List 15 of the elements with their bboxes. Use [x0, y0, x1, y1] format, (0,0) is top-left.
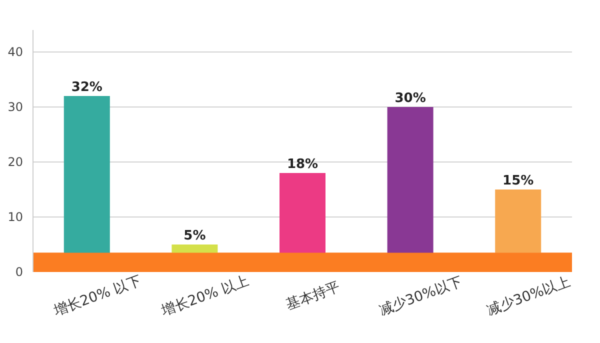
y-tick-label: 0 [15, 265, 23, 279]
x-tick-label: 减少30%以下 [377, 274, 465, 319]
data-label: 30% [394, 91, 426, 106]
x-tick-label: 增长20% 以上 [158, 273, 252, 320]
y-tick-label: 20 [8, 155, 23, 169]
data-label: 32% [71, 80, 102, 95]
x-tick-label: 增长20% 以下 [50, 273, 144, 320]
y-tick-label: 30 [8, 100, 23, 114]
data-label: 15% [502, 174, 534, 188]
x-tick-label: 基本持平 [284, 279, 342, 314]
y-tick-label: 10 [8, 210, 23, 224]
y-tick-label: 40 [8, 45, 23, 59]
data-label: 5% [184, 228, 206, 244]
data-label: 18% [286, 157, 318, 172]
x-tick-label: 减少30%以上 [485, 274, 572, 319]
